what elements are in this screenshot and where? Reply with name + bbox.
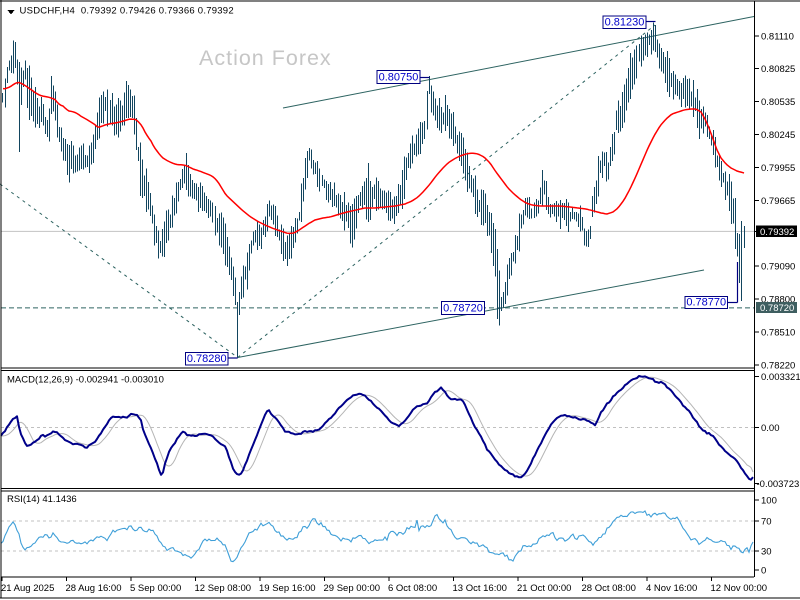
svg-text:12 Nov 00:00: 12 Nov 00:00 [711, 583, 768, 594]
svg-text:21 Aug 2025: 21 Aug 2025 [1, 583, 54, 594]
svg-text:USDCHF,H4 0.79392 0.79426 0.7: USDCHF,H4 0.79392 0.79426 0.79366 0.7939… [20, 6, 234, 17]
svg-text:0.81230: 0.81230 [605, 17, 645, 29]
svg-text:4 Nov 16:00: 4 Nov 16:00 [646, 583, 697, 594]
svg-text:0.79955: 0.79955 [761, 163, 795, 174]
svg-text:0.79090: 0.79090 [761, 261, 795, 272]
svg-text:30: 30 [761, 547, 772, 558]
svg-text:0.79392: 0.79392 [760, 227, 794, 238]
svg-text:0.80750: 0.80750 [379, 72, 419, 84]
svg-text:0: 0 [761, 566, 766, 577]
svg-text:0.80245: 0.80245 [761, 130, 795, 141]
svg-text:29 Sep 00:00: 29 Sep 00:00 [324, 583, 381, 594]
svg-text:0.78770: 0.78770 [686, 297, 726, 309]
svg-text:12 Sep 08:00: 12 Sep 08:00 [195, 583, 252, 594]
svg-text:21 Oct 00:00: 21 Oct 00:00 [517, 583, 571, 594]
svg-text:0.79665: 0.79665 [761, 196, 795, 207]
svg-text:RSI(14) 41.1436: RSI(14) 41.1436 [7, 494, 77, 505]
svg-text:5 Sep 00:00: 5 Sep 00:00 [130, 583, 181, 594]
svg-text:0.00: 0.00 [761, 423, 780, 434]
svg-text:Action Forex: Action Forex [199, 46, 332, 70]
svg-text:19 Sep 16:00: 19 Sep 16:00 [259, 583, 316, 594]
svg-text:0.80825: 0.80825 [761, 64, 795, 75]
svg-text:0.78720: 0.78720 [760, 303, 794, 314]
svg-text:28 Aug 16:00: 28 Aug 16:00 [66, 583, 122, 594]
svg-text:70: 70 [761, 517, 772, 528]
svg-text:100: 100 [761, 496, 777, 507]
svg-text:0.78720: 0.78720 [443, 303, 483, 315]
svg-text:0.78220: 0.78220 [761, 360, 795, 371]
svg-text:-0.003723: -0.003723 [757, 479, 800, 490]
svg-text:13 Oct 16:00: 13 Oct 16:00 [453, 583, 507, 594]
svg-text:0.78280: 0.78280 [187, 353, 227, 365]
svg-text:0.003321: 0.003321 [761, 372, 800, 383]
svg-text:6 Oct 08:00: 6 Oct 08:00 [388, 583, 437, 594]
svg-text:MACD(12,26,9) -0.002941 -0.003: MACD(12,26,9) -0.002941 -0.003010 [7, 374, 164, 385]
svg-text:0.78510: 0.78510 [761, 327, 795, 338]
svg-text:0.81110: 0.81110 [761, 31, 794, 42]
svg-text:28 Oct 08:00: 28 Oct 08:00 [582, 583, 636, 594]
svg-text:0.80535: 0.80535 [761, 97, 795, 108]
svg-text:0.78800: 0.78800 [761, 294, 795, 305]
